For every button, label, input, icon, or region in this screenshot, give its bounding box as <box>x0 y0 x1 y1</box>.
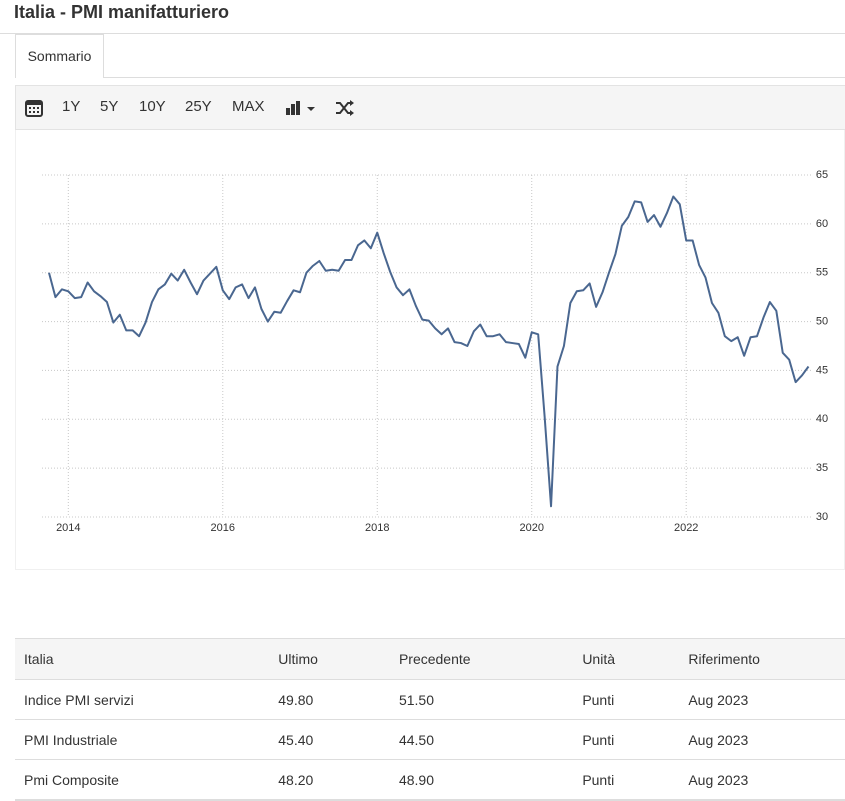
y-tick-label: 45 <box>816 364 828 376</box>
divider <box>103 77 845 78</box>
x-tick-label: 2016 <box>211 522 235 534</box>
chart-type-icon[interactable] <box>285 100 319 116</box>
page-title: Italia - PMI manifatturiero <box>14 2 230 22</box>
table-cell: 48.90 <box>390 759 575 801</box>
x-tick-label: 2014 <box>56 522 80 534</box>
table-cell: Punti <box>574 679 681 720</box>
range-button[interactable]: MAX <box>232 98 265 115</box>
toolbar: 1Y 5Y 10Y 25Y MAX <box>15 85 845 130</box>
y-tick-label: 50 <box>816 315 828 327</box>
table-cell: Punti <box>574 719 681 760</box>
column-header: Precedente <box>390 638 575 680</box>
y-tick-label: 40 <box>816 413 828 425</box>
x-tick-label: 2022 <box>674 522 698 534</box>
data-table: Italia Ultimo Precedente Unità Riferimento I… <box>15 638 845 801</box>
range-button[interactable]: 25Y <box>185 98 212 115</box>
range-button[interactable]: 5Y <box>100 98 119 115</box>
table-cell: 48.20 <box>270 759 391 801</box>
table-header: Italia Ultimo Precedente Unità Riferimento <box>15 638 845 680</box>
y-tick-label: 60 <box>816 218 828 230</box>
range-button[interactable]: 1Y <box>62 98 81 115</box>
table-cell: PMI Industriale <box>15 719 271 760</box>
table-cell: 51.50 <box>390 679 575 720</box>
chart: 30 35 40 45 50 55 60 65 2014 2016 2018 2020 2022 <box>42 169 828 534</box>
table-cell: Indice PMI servizi <box>15 679 271 720</box>
column-header: Ultimo <box>270 638 391 680</box>
divider <box>0 33 845 34</box>
table-cell: 45.40 <box>270 719 391 760</box>
y-tick-label: 30 <box>816 511 828 523</box>
table-cell: Aug 2023 <box>680 759 845 801</box>
column-header: Riferimento <box>680 638 845 680</box>
shuffle-icon[interactable] <box>335 99 355 117</box>
table-row: PMI Industriale 45.40 44.50 Punti Aug 2023 <box>15 719 845 760</box>
y-tick-label: 55 <box>816 267 828 279</box>
table-row: Indice PMI servizi 49.80 51.50 Punti Aug 202… <box>15 679 845 720</box>
column-header: Unità <box>574 638 681 680</box>
range-button[interactable]: 10Y <box>139 98 166 115</box>
column-header: Italia <box>15 638 271 680</box>
y-tick-label: 65 <box>816 169 828 181</box>
data-line <box>48 195 810 508</box>
table-cell: 49.80 <box>270 679 391 720</box>
table-cell: Pmi Composite <box>15 759 271 801</box>
x-tick-label: 2020 <box>519 522 543 534</box>
calendar-icon[interactable] <box>25 99 43 117</box>
table-cell: Punti <box>574 759 681 801</box>
y-tick-label: 35 <box>816 462 828 474</box>
table-row: Pmi Composite 48.20 48.90 Punti Aug 2023 <box>15 759 845 801</box>
table-cell: 44.50 <box>390 719 575 760</box>
table-cell: Aug 2023 <box>680 679 845 720</box>
table-cell: Aug 2023 <box>680 719 845 760</box>
tab[interactable]: Sommario <box>15 34 104 78</box>
x-tick-label: 2018 <box>365 522 389 534</box>
